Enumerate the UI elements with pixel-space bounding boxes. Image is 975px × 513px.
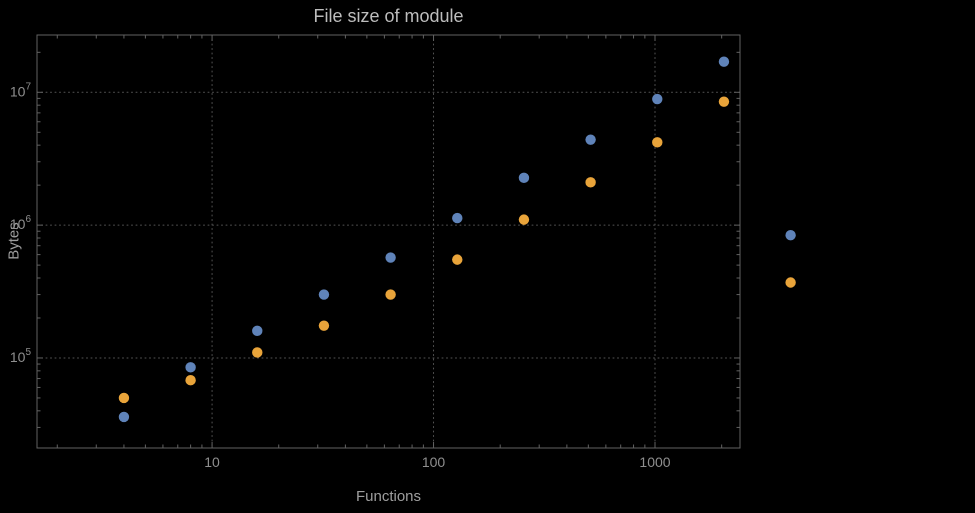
data-point-orange-series-x32 [318,320,330,331]
data-point-blue-series-x4 [118,411,130,423]
data-point-blue-series-x1024 [652,93,663,105]
data-point-orange-series-x2048 [718,96,730,107]
x-tick-label-100: 100 [422,454,446,470]
data-point-blue-series-x128 [452,212,463,224]
data-point-orange-series-x64 [385,289,396,300]
data-point-orange-series-x16 [252,347,263,358]
data-point-blue-series-x32 [318,289,330,300]
y-tick-label-10e5: 105 [10,347,32,365]
x-axis-label: Functions [355,488,422,505]
x-tick-label-10: 10 [204,454,220,470]
data-point-blue-series-x256 [518,172,530,184]
data-point-orange-series-x4096 [785,277,796,288]
data-point-blue-series-x8 [185,362,196,373]
data-point-orange-series-x4 [118,392,130,404]
data-point-orange-series-x512 [585,177,596,188]
data-point-orange-series-x256 [518,214,530,225]
data-point-orange-series-x128 [452,254,463,265]
data-point-blue-series-x4096 [785,229,796,241]
y-tick-label-10e6: 106 [10,214,32,232]
data-point-blue-series-x64 [385,252,396,263]
data-point-blue-series-x2048 [718,56,730,67]
y-tick-label-10e7: 107 [10,81,32,99]
data-point-orange-series-x1024 [652,137,663,148]
data-point-blue-series-x16 [252,325,263,337]
data-point-blue-series-x512 [585,134,596,145]
chart-title: File size of module [313,6,464,26]
x-tick-label-1000: 1000 [639,454,670,470]
plot-frame [36,34,741,449]
data-point-orange-series-x8 [185,375,196,386]
